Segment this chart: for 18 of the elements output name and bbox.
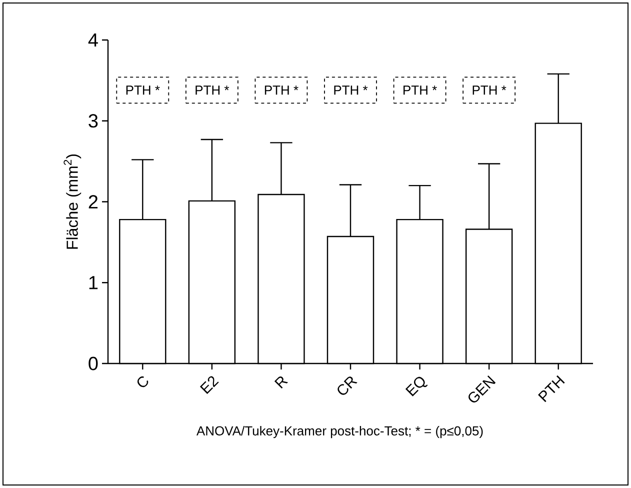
annotation: PTH *	[404, 86, 437, 95]
y-tick-label: 1	[89, 276, 98, 290]
x-tick-label: E2	[200, 376, 219, 394]
y-tick-label: 4	[88, 33, 98, 47]
annotation: PTH *	[196, 86, 230, 95]
annotation: PTH *	[264, 86, 298, 95]
text: ANOVA/Tukey-Kramer post-hoc-Test; * = (p≤0,05)	[196, 426, 483, 438]
x-tick-label: EQ	[405, 376, 428, 396]
y-tick-label: 0	[88, 356, 98, 370]
y-axis-title: Fläche (mm$^{2}$)	[64, 154, 82, 249]
x-tick-label: C	[137, 376, 148, 388]
x-tick-label: R	[274, 376, 288, 389]
annotation: PTH *	[126, 86, 160, 95]
y-tick-label: 3	[88, 114, 98, 128]
annotation: PTH *	[334, 86, 368, 95]
x-tick-label: CR	[338, 376, 358, 395]
y-tick-label: 2	[88, 195, 98, 208]
annotation: PTH *	[472, 86, 506, 95]
